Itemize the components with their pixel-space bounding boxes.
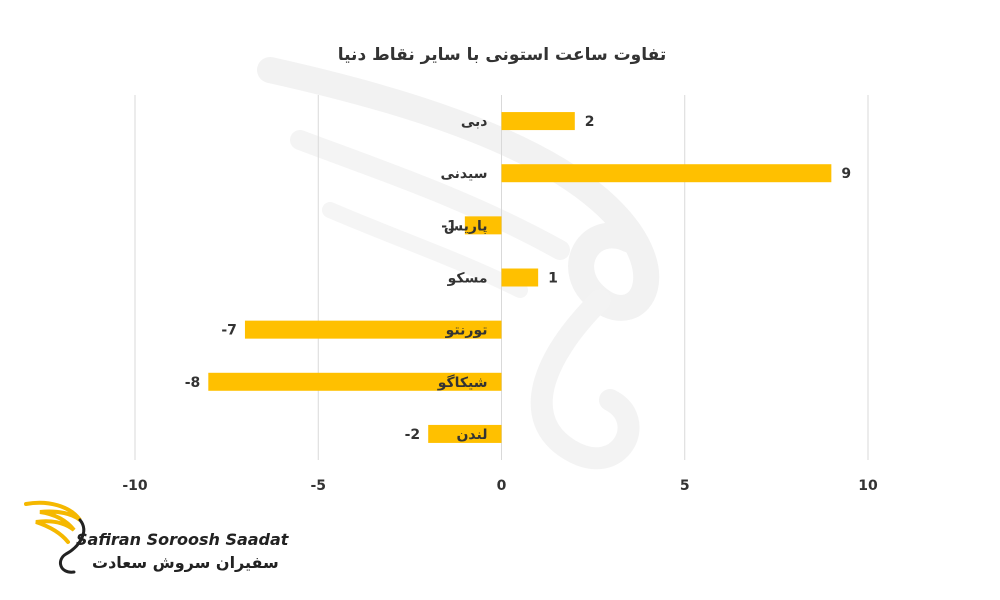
watermark-swan xyxy=(257,57,660,470)
category-label: سیدنی xyxy=(441,166,488,182)
x-tick-label: -5 xyxy=(310,478,326,494)
logo-name-en: Safiran Soroosh Saadat xyxy=(76,530,289,549)
logo-wing-icon xyxy=(24,500,86,574)
bar xyxy=(501,268,539,287)
data-label: 2 xyxy=(585,114,595,130)
category-label: مسکو xyxy=(447,271,488,287)
category-label: تورنتو xyxy=(445,323,488,339)
x-tick-label: 5 xyxy=(680,478,690,494)
bar xyxy=(464,216,502,235)
category-label: پاریس xyxy=(444,218,488,234)
data-label: 9 xyxy=(841,166,851,182)
bar xyxy=(244,320,502,339)
bar xyxy=(501,164,832,183)
data-label: -8 xyxy=(185,375,201,391)
x-tick-label: 0 xyxy=(497,478,507,494)
data-label: -1 xyxy=(441,218,457,234)
category-label: لندن xyxy=(456,427,487,443)
category-label: دبی xyxy=(461,114,488,130)
bar xyxy=(208,372,502,391)
bar xyxy=(428,424,502,443)
data-label: -7 xyxy=(221,323,237,339)
x-tick-label: -10 xyxy=(122,478,148,494)
x-tick-label: 10 xyxy=(858,478,878,494)
data-label: 1 xyxy=(548,271,558,287)
category-label: شیکاگو xyxy=(437,374,488,391)
chart-title: تفاوت ساعت استونی با سایر نقاط دنیا xyxy=(338,45,667,65)
bar xyxy=(501,112,575,131)
data-label: -2 xyxy=(405,427,421,443)
logo-name-fa: سفیران سروش سعادت xyxy=(92,553,279,572)
